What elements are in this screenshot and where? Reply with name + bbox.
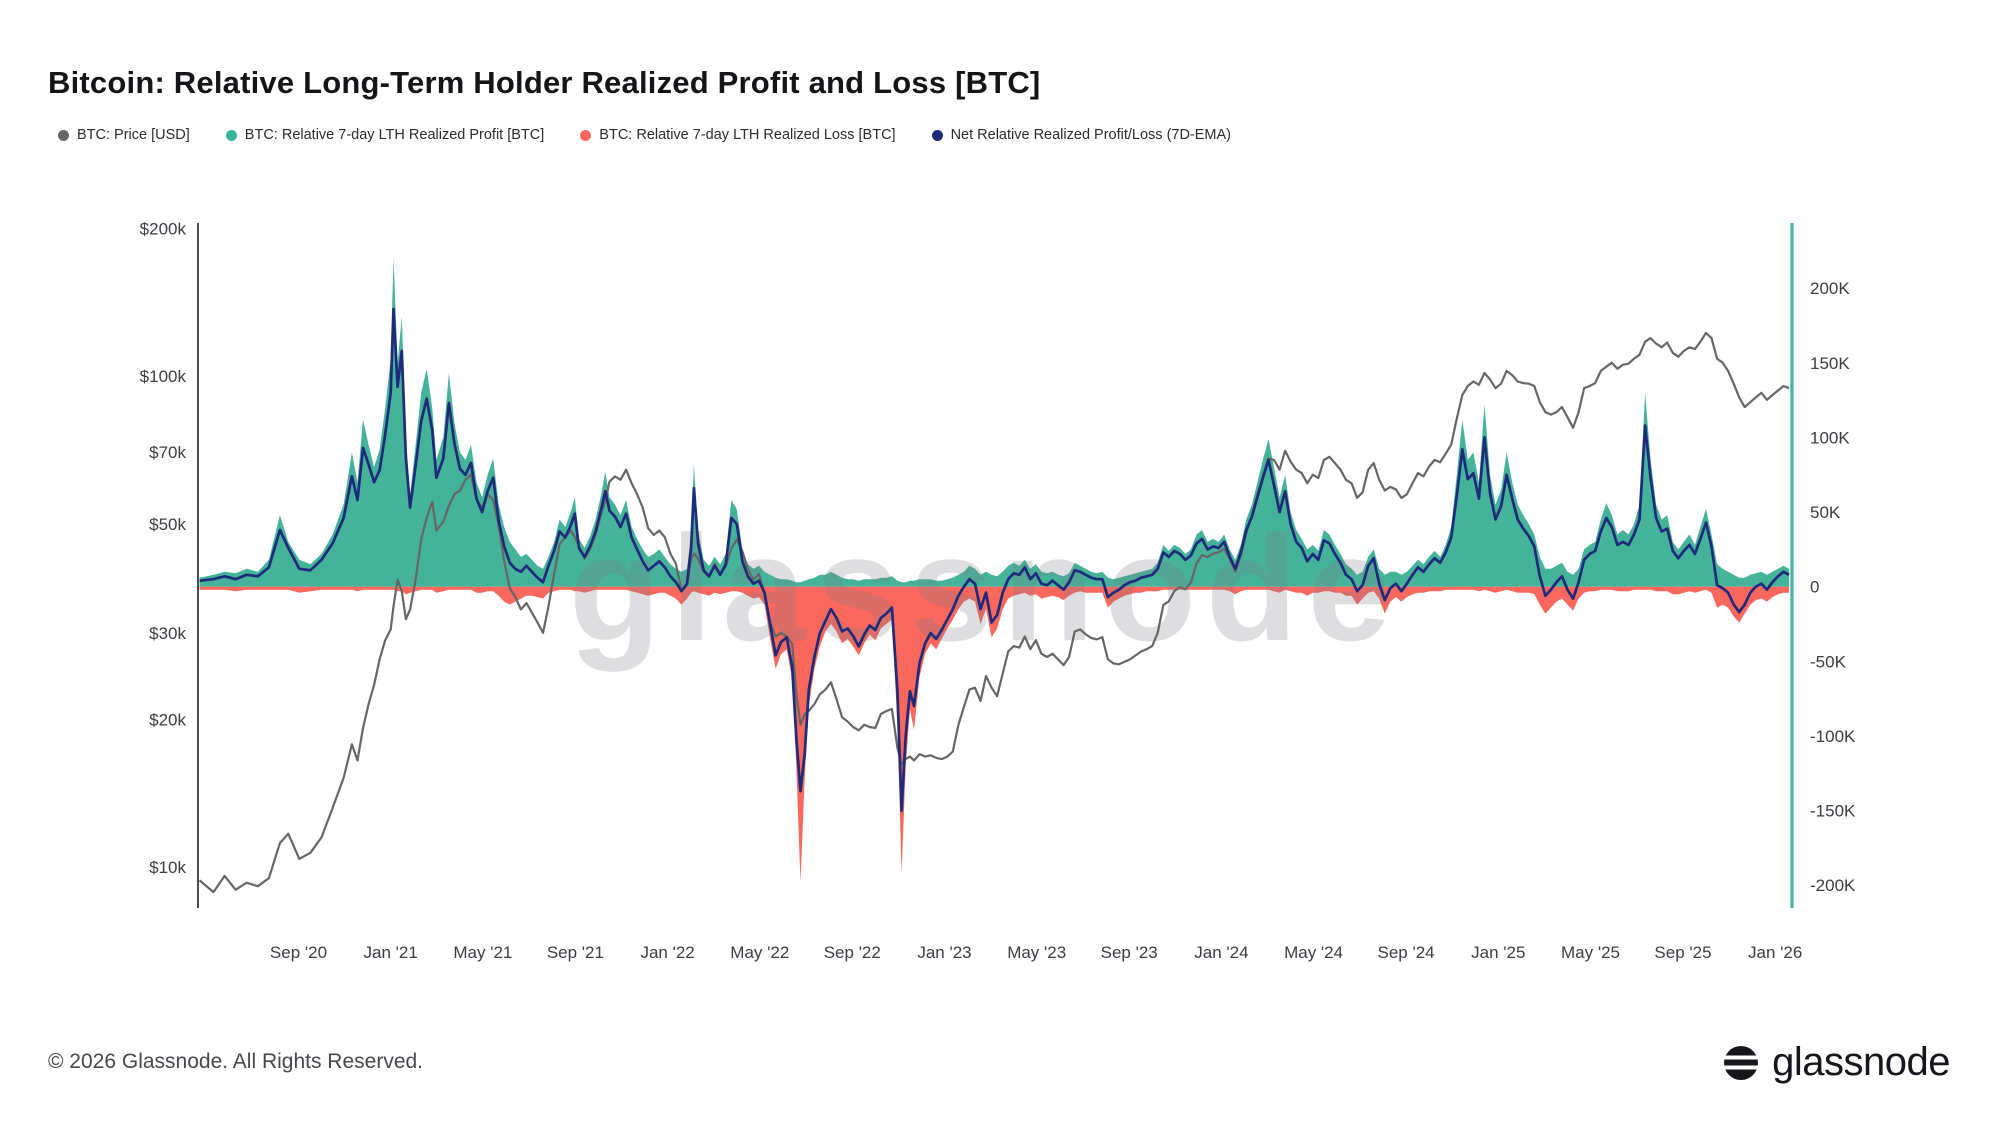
x-axis-tick: Sep '23 (1101, 943, 1158, 962)
left-axis-tick: $70k (149, 443, 186, 462)
x-axis-tick: Jan '26 (1748, 943, 1802, 962)
chart-title: Bitcoin: Relative Long-Term Holder Reali… (48, 64, 1041, 100)
glassnode-brand: glassnode (1720, 1040, 1950, 1085)
right-axis-tick: 150K (1810, 354, 1850, 373)
x-axis-tick: May '21 (453, 943, 512, 962)
glassnode-wordmark: glassnode (1772, 1040, 1950, 1084)
x-axis-tick: May '22 (730, 943, 789, 962)
legend-dot-icon (58, 129, 69, 141)
x-axis-tick: Sep '21 (547, 943, 604, 962)
x-axis-tick: May '24 (1284, 943, 1343, 962)
right-axis-tick: -150K (1810, 802, 1856, 821)
x-axis-tick: Jan '24 (1194, 943, 1248, 962)
watermark: glassnode (569, 504, 1401, 672)
legend-item-0[interactable]: BTC: Price [USD] (58, 127, 190, 143)
legend-label: Net Relative Realized Profit/Loss (7D-EM… (950, 127, 1232, 143)
legend-label: BTC: Relative 7-day LTH Realized Loss [B… (599, 127, 896, 143)
x-axis-tick: Sep '20 (270, 943, 327, 962)
legend-dot-icon (580, 129, 592, 141)
legend-item-3[interactable]: Net Relative Realized Profit/Loss (7D-EM… (931, 127, 1232, 143)
left-axis-tick: $200k (140, 219, 187, 238)
legend-item-2[interactable]: BTC: Relative 7-day LTH Realized Loss [B… (580, 127, 896, 143)
left-axis-tick: $10k (149, 858, 186, 877)
x-axis-tick: Jan '21 (364, 943, 418, 962)
legend-dot-icon (225, 129, 237, 141)
right-axis-tick: -50K (1810, 652, 1847, 671)
right-axis-tick: 100K (1810, 428, 1850, 447)
x-axis-tick: Sep '24 (1378, 943, 1435, 962)
right-axis-tick: 0 (1810, 578, 1819, 597)
legend-dot-icon (931, 129, 943, 141)
right-axis-tick: -200K (1810, 876, 1856, 895)
legend: BTC: Price [USD] BTC: Relative 7-day LTH … (58, 127, 1231, 143)
x-axis-tick: Jan '23 (917, 943, 971, 962)
x-axis-tick: May '25 (1561, 943, 1620, 962)
x-axis-tick: Sep '25 (1654, 943, 1711, 962)
legend-item-1[interactable]: BTC: Relative 7-day LTH Realized Profit … (225, 127, 545, 143)
left-axis-tick: $30k (149, 624, 186, 643)
x-axis-tick: Sep '22 (824, 943, 881, 962)
profit-area (199, 258, 1790, 587)
x-axis-tick: May '23 (1007, 943, 1066, 962)
price-line (198, 331, 1790, 894)
glassnode-logo-icon (1722, 1045, 1761, 1080)
x-axis-tick: Jan '22 (640, 943, 694, 962)
legend-label: BTC: Price [USD] (77, 127, 190, 143)
net-line (199, 307, 1790, 812)
right-axis-tick: 200K (1810, 279, 1850, 298)
copyright-text: © 2026 Glassnode. All Rights Reserved. (48, 1050, 424, 1073)
x-axis-tick: Jan '25 (1471, 943, 1525, 962)
legend-label: BTC: Relative 7-day LTH Realized Profit … (244, 127, 545, 143)
left-axis-tick: $20k (149, 710, 186, 729)
right-axis-tick: 50K (1810, 503, 1841, 522)
left-axis-tick: $50k (149, 515, 186, 534)
right-axis-tick: -100K (1810, 727, 1856, 746)
left-axis-tick: $100k (140, 367, 187, 386)
